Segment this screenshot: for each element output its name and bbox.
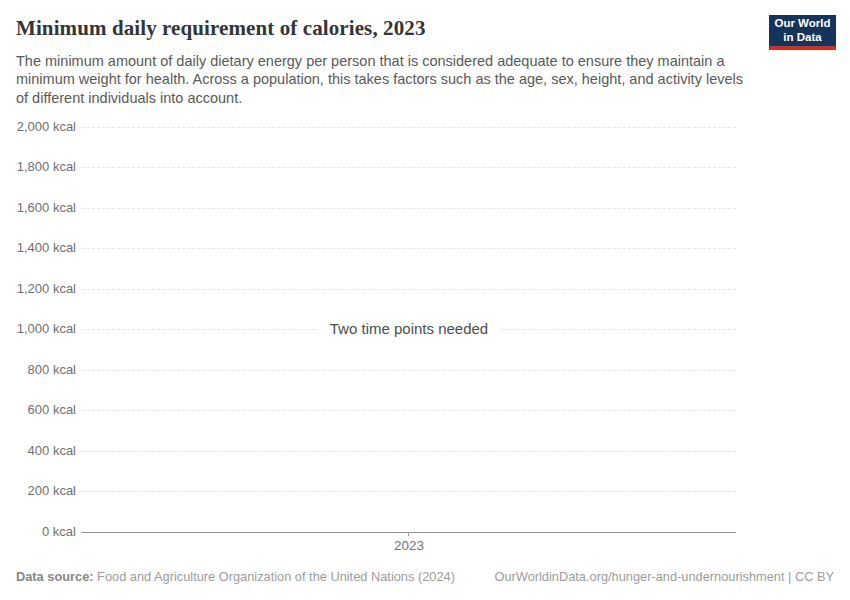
- y-axis-tick-label: 600 kcal: [0, 402, 76, 417]
- y-axis-tick-label: 0 kcal: [0, 524, 76, 539]
- x-axis-tick-mark: [408, 532, 409, 536]
- y-axis-tick-label: 400 kcal: [0, 443, 76, 458]
- y-axis-tick-label: 1,200 kcal: [0, 281, 76, 296]
- gridline: [82, 451, 736, 452]
- chart-footer: Data source: Food and Agriculture Organi…: [16, 569, 834, 584]
- gridline: [82, 410, 736, 411]
- gridline: [82, 248, 736, 249]
- gridline: [82, 127, 736, 128]
- y-axis-tick-label: 1,600 kcal: [0, 200, 76, 215]
- plot-area: Two time points needed 2023 0 kcal 200 kc…: [0, 0, 850, 600]
- data-source-note: Data source: Food and Agriculture Organi…: [16, 569, 455, 584]
- gridline: [82, 208, 736, 209]
- x-axis-line: [82, 532, 736, 533]
- y-axis-tick-label: 800 kcal: [0, 362, 76, 377]
- x-axis-tick-label: 2023: [359, 538, 459, 553]
- data-source-label: Data source:: [16, 569, 94, 584]
- gridline: [82, 167, 736, 168]
- gridline: [82, 370, 736, 371]
- y-axis-tick-label: 1,400 kcal: [0, 240, 76, 255]
- empty-state-message: Two time points needed: [82, 320, 736, 338]
- y-axis-tick-label: 1,000 kcal: [0, 321, 76, 336]
- y-axis-tick-label: 200 kcal: [0, 483, 76, 498]
- gridline: [82, 491, 736, 492]
- data-source-text: Food and Agriculture Organization of the…: [94, 569, 455, 584]
- owid-url-link[interactable]: OurWorldinData.org/hunger-and-undernouri…: [494, 569, 834, 584]
- y-axis-tick-label: 2,000 kcal: [0, 119, 76, 134]
- gridline: [82, 289, 736, 290]
- owid-chart-page: { "header": { "title": "Minimum daily re…: [0, 0, 850, 600]
- y-axis-tick-label: 1,800 kcal: [0, 159, 76, 174]
